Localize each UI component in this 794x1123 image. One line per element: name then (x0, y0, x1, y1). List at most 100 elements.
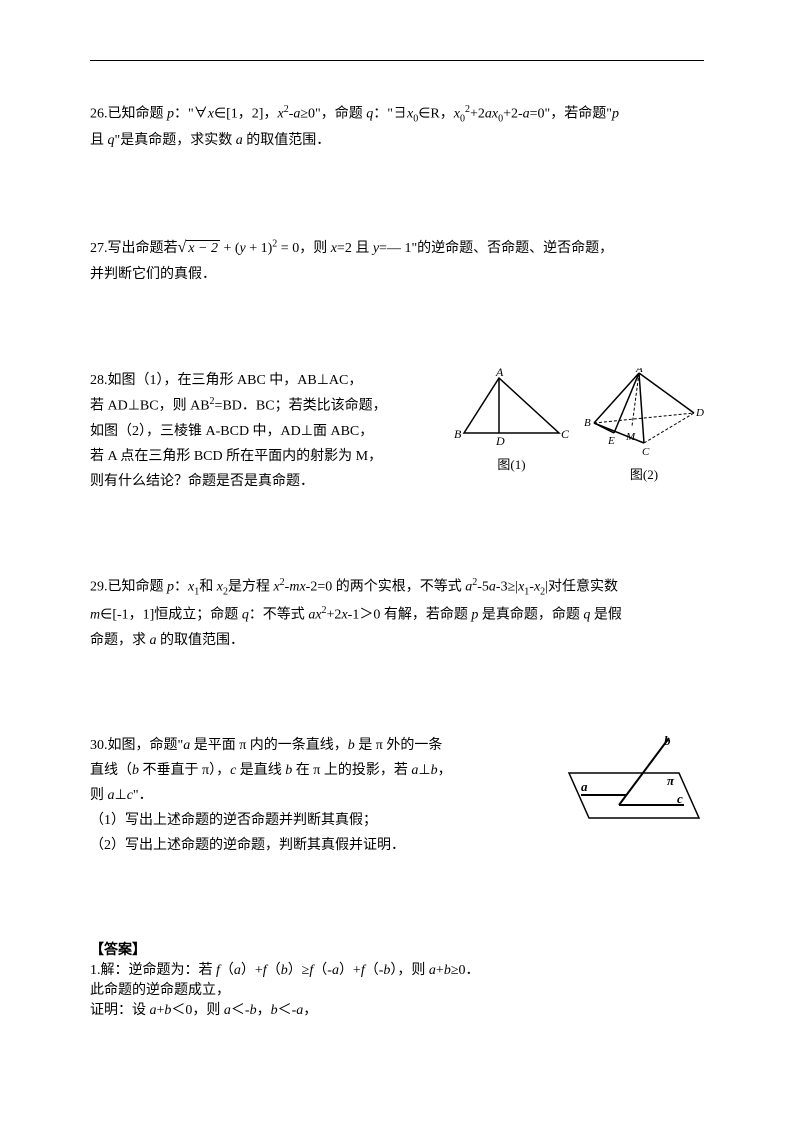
fig2-label-d: D (695, 407, 704, 419)
p28-l3: 如图（2），三棱锥 A-BCD 中，AD⊥面 ABC， (90, 424, 373, 439)
tetrahedron-figure-2: A B C D E M (584, 368, 704, 458)
ans-l1d: ）≥ (288, 963, 310, 978)
p29-l2a: ∈[-1，1]恒成立；命题 (100, 607, 242, 622)
fig1-label-c: C (561, 427, 569, 441)
fig2-label-b: B (584, 417, 591, 429)
p30-l3c: "． (133, 788, 153, 803)
p30-l2b: 不垂直于 π）， (139, 763, 230, 778)
ans-l1c: ）+ (241, 963, 263, 978)
p29-m2: m (90, 607, 100, 622)
p28-l5: 则有什么结论？命题是否是真命题． (90, 474, 314, 489)
p28-l2b: =BD．BC；若类比该命题， (215, 398, 387, 413)
fig2-label-c: C (642, 446, 650, 458)
p29-l2e: 是真命题，命题 (478, 607, 583, 622)
p28-l1: 28.如图（1），在三角形 ABC 中，AB⊥AC， (90, 373, 362, 388)
p26-a4: a (236, 133, 243, 148)
p29-l1c: 是方程 (228, 580, 274, 595)
p30-l3b: ⊥ (115, 788, 127, 803)
p26-prefix: 26.已知命题 (90, 107, 167, 122)
p27-mid: + ( (220, 241, 240, 256)
p28-l2a: 若 AD⊥BC，则 AB (90, 398, 210, 413)
p30-a3: a (108, 788, 115, 803)
p29-l1i: |对任意实数 (545, 580, 618, 595)
p26-qt3: +2 (470, 107, 485, 122)
ans-l3a: 证明：设 (90, 1003, 150, 1018)
p26-p2: p (612, 107, 619, 122)
problem-28-figures: A B C D 图(1) A B C D E (454, 368, 704, 495)
problem-27: 27.写出命题若x − 2 + (y + 1)2 = 0，则 x=2 且 y=—… (90, 234, 704, 288)
p27-then: ，则 (299, 241, 331, 256)
fig30-c: c (677, 791, 683, 806)
p26-q2: q (108, 133, 115, 148)
fig30-a: a (581, 779, 588, 794)
ans-l3g: ， (303, 1003, 317, 1018)
p26-a3: a (523, 107, 530, 122)
ans-l1a: 1.解：逆命题为：若 (90, 963, 216, 978)
p27-eq2: =2 且 (337, 241, 373, 256)
p29-l1g: -3≥| (496, 580, 518, 595)
p29-a2: a (489, 580, 496, 595)
problem-30-figure: a b c π (549, 733, 704, 859)
ans-l3d: ＜- (231, 1003, 250, 1018)
ans-l1i: + (436, 963, 444, 978)
p26-sub0b: 0 (460, 113, 465, 124)
figure-1-block: A B C D 图(1) (454, 368, 569, 495)
p26-qt2: ∈R， (418, 107, 454, 122)
header-rule (90, 60, 704, 61)
fig30-b: b (664, 733, 671, 748)
ans-a1: a (234, 963, 241, 978)
fig1-label-b: B (454, 427, 462, 441)
ans-l1h: ），则 (390, 963, 429, 978)
p27-l2: 并判断它们的真假． (90, 267, 216, 282)
ans-l3e: ， (257, 1003, 271, 1018)
p30-l3a: 则 (90, 788, 108, 803)
p30-b: b (348, 738, 355, 753)
answer-line2: 此命题的逆命题成立， (90, 979, 704, 999)
p29-l2d: -1＞0 有解，若命题 (348, 607, 472, 622)
fig1-label-d: D (495, 434, 505, 448)
ans-a3: a (429, 963, 436, 978)
ans-b5: b (250, 1003, 257, 1018)
fig2-label-e: E (607, 435, 615, 447)
ans-l3f: ＜- (278, 1003, 297, 1018)
p26-l2c: 的取值范围． (243, 133, 331, 148)
p26-t1: ："∀ (174, 107, 208, 122)
problem-29-text: 29.已知命题 p：x1和 x2是方程 x2-mx-2=0 的两个实根，不等式 … (90, 574, 704, 652)
ans-l1e: （- (313, 963, 332, 978)
fig1-caption: 图(1) (454, 453, 569, 476)
figure-2-block: A B C D E M 图(2) (584, 368, 704, 495)
ans-b6: b (271, 1003, 278, 1018)
plane-figure: a b c π (549, 733, 704, 833)
ans-l1g: （- (365, 963, 384, 978)
p30-l2c: 是直线 (236, 763, 285, 778)
p29-a4: a (150, 633, 157, 648)
p29-l3e: 的取值范围． (157, 633, 245, 648)
fig2-label-a: A (635, 368, 643, 375)
p26-qt4: +2- (503, 107, 523, 122)
p29-l2b: ：不等式 (249, 607, 309, 622)
ans-b1: b (281, 963, 288, 978)
p26-p: p (167, 107, 174, 122)
p29-and: 和 (199, 580, 217, 595)
ans-l1j: ≥0． (451, 963, 480, 978)
p29-l2f: 是假 (590, 607, 622, 622)
triangle-figure-1: A B C D (454, 368, 569, 448)
ans-a4: a (150, 1003, 157, 1018)
problem-27-text: 27.写出命题若x − 2 + (y + 1)2 = 0，则 x=2 且 y=—… (90, 234, 704, 288)
problem-30-text: 30.如图，命题"a 是平面 π 内的一条直线，b 是 π 外的一条 直线（b … (90, 733, 539, 859)
p28-l4: 若 A 点在三角形 BCD 所在平面内的射影为 M， (90, 449, 382, 464)
p30-l2f: ， (438, 763, 452, 778)
p29-l1e: -2=0 的两个实根，不等式 (306, 580, 466, 595)
problem-28-text: 28.如图（1），在三角形 ABC 中，AB⊥AC， 若 AD⊥BC，则 AB2… (90, 368, 444, 495)
answer-title: 【答案】 (90, 939, 704, 959)
p30-l2e: ⊥ (418, 763, 430, 778)
p26-l2a: 且 (90, 133, 108, 148)
problem-26: 26.已知命题 p："∀x∈[1，2]，x2-a≥0"，命题 q："∃x0∈R，… (90, 101, 704, 154)
answer-line3: 证明：设 a+b＜0，则 a＜-b，b＜-a， (90, 999, 704, 1019)
p29-l1a: 29.已知命题 (90, 580, 167, 595)
problem-26-text: 26.已知命题 p："∀x∈[1，2]，x2-a≥0"，命题 q："∃x0∈R，… (90, 101, 704, 154)
p30-l5: （2）写出上述命题的逆命题，判断其真假并证明． (90, 838, 405, 853)
sqrt-icon: x − 2 (178, 234, 220, 263)
problem-29: 29.已知命题 p：x1和 x2是方程 x2-mx-2=0 的两个实根，不等式 … (90, 574, 704, 652)
problem-30: 30.如图，命题"a 是平面 π 内的一条直线，b 是 π 外的一条 直线（b … (90, 733, 704, 859)
